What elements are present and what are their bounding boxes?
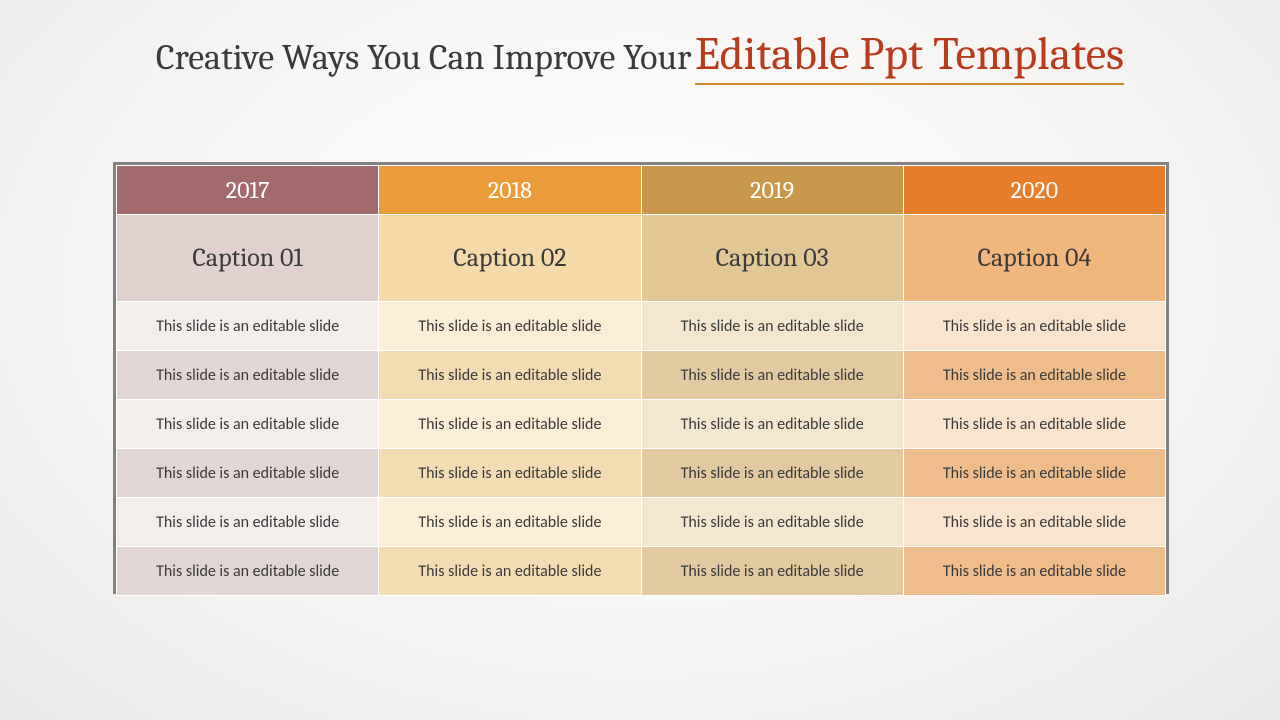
body-cell: This slide is an editable slide [117,400,379,449]
body-cell: This slide is an editable slide [903,498,1165,547]
body-cell: This slide is an editable slide [903,547,1165,596]
caption-cell: Caption 02 [379,215,641,302]
body-cell: This slide is an editable slide [379,302,641,351]
body-cell: This slide is an editable slide [117,498,379,547]
table-header-row: 2017201820192020 [117,166,1166,215]
body-cell: This slide is an editable slide [903,400,1165,449]
header-cell: 2017 [117,166,379,215]
table-row: This slide is an editable slideThis slid… [117,302,1166,351]
body-cell: This slide is an editable slide [117,302,379,351]
table-row: This slide is an editable slideThis slid… [117,400,1166,449]
table: 2017201820192020 Caption 01Caption 02Cap… [116,165,1166,596]
body-cell: This slide is an editable slide [641,498,903,547]
table-row: This slide is an editable slideThis slid… [117,351,1166,400]
header-cell: 2018 [379,166,641,215]
caption-cell: Caption 04 [903,215,1165,302]
body-cell: This slide is an editable slide [641,351,903,400]
table-row: This slide is an editable slideThis slid… [117,547,1166,596]
slide-title: Creative Ways You Can Improve Your Edita… [60,28,1220,85]
slide: Creative Ways You Can Improve Your Edita… [0,0,1280,720]
body-cell: This slide is an editable slide [903,449,1165,498]
title-emphasis: Editable Ppt Templates [695,28,1124,85]
body-cell: This slide is an editable slide [903,302,1165,351]
body-cell: This slide is an editable slide [379,449,641,498]
table-row: This slide is an editable slideThis slid… [117,498,1166,547]
body-cell: This slide is an editable slide [641,302,903,351]
body-cell: This slide is an editable slide [117,351,379,400]
body-cell: This slide is an editable slide [379,547,641,596]
caption-cell: Caption 01 [117,215,379,302]
body-cell: This slide is an editable slide [641,400,903,449]
body-cell: This slide is an editable slide [903,351,1165,400]
body-cell: This slide is an editable slide [379,400,641,449]
body-cell: This slide is an editable slide [641,449,903,498]
body-cell: This slide is an editable slide [117,449,379,498]
table-row: This slide is an editable slideThis slid… [117,449,1166,498]
body-cell: This slide is an editable slide [117,547,379,596]
table-caption-row: Caption 01Caption 02Caption 03Caption 04 [117,215,1166,302]
header-cell: 2020 [903,166,1165,215]
comparison-table: 2017201820192020 Caption 01Caption 02Cap… [116,165,1166,591]
body-cell: This slide is an editable slide [379,498,641,547]
title-prefix: Creative Ways You Can Improve Your [156,36,691,79]
body-cell: This slide is an editable slide [641,547,903,596]
caption-cell: Caption 03 [641,215,903,302]
header-cell: 2019 [641,166,903,215]
body-cell: This slide is an editable slide [379,351,641,400]
